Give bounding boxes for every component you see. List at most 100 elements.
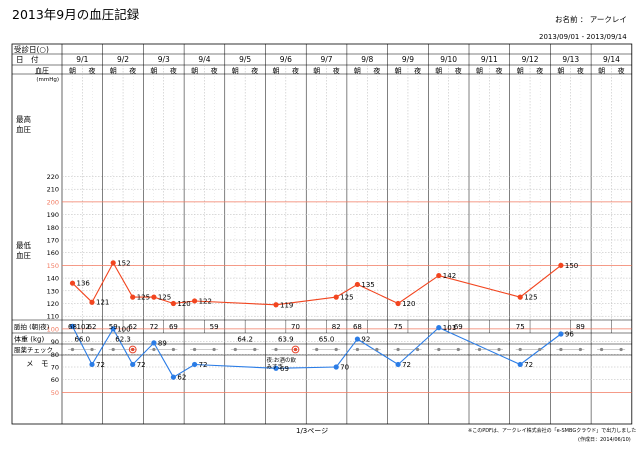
slot-label-night: 夜 <box>577 66 584 75</box>
slot-label-morning: 朝 <box>313 67 320 75</box>
patient-name: お名前 ： アークレイ <box>555 15 627 24</box>
med-dot <box>477 347 482 352</box>
slot-label-night: 夜 <box>211 66 218 75</box>
diastolic-data-label: 72 <box>199 361 208 369</box>
y-tick-label: 60 <box>51 376 59 384</box>
systolic-point <box>395 300 401 307</box>
unit-label: (mmHg) <box>36 77 59 83</box>
pulse-row-label: 脈拍 (朝|夜) <box>14 322 49 331</box>
slot-label-night: 夜 <box>251 66 258 75</box>
slot-label-night: 夜 <box>333 66 340 75</box>
systolic-point <box>110 260 116 266</box>
diastolic-data-label: 101 <box>443 324 456 332</box>
diastolic-point <box>110 326 116 332</box>
footer-created-date: (作成日：2014/06/10) <box>578 437 631 443</box>
date-range: 2013/09/01 - 2013/09/14 <box>539 33 627 41</box>
weight-value: 65.0 <box>319 336 335 344</box>
med-dot <box>538 347 542 352</box>
systolic-data-label: 125 <box>340 294 353 302</box>
date-label: 9/3 <box>158 55 170 64</box>
med-dot <box>619 347 623 352</box>
systolic-point <box>436 272 442 279</box>
slot-label-morning: 朝 <box>354 67 361 75</box>
systolic-label: 最高 <box>16 114 31 124</box>
med-dot <box>559 347 563 352</box>
diastolic-point <box>517 361 523 368</box>
systolic-data-label: 125 <box>158 294 171 302</box>
med-dot <box>355 347 359 352</box>
memo-note: みすぎ <box>267 363 284 371</box>
diastolic-data-label: 69 <box>280 365 289 373</box>
slot-label-morning: 朝 <box>110 67 117 75</box>
med-dot <box>600 347 604 352</box>
systolic-data-label: 125 <box>524 294 537 302</box>
y-tick-label: 200 <box>47 198 59 206</box>
date-label: 9/13 <box>562 55 579 64</box>
diastolic-data-label: 102 <box>77 323 90 331</box>
slot-label-morning: 朝 <box>476 67 483 75</box>
slot-label-morning: 朝 <box>395 67 402 75</box>
slot-label-night: 夜 <box>129 66 136 75</box>
systolic-data-label: 136 <box>77 280 91 288</box>
med-dot <box>233 347 237 352</box>
med-dot <box>70 347 75 352</box>
systolic-data-label: 135 <box>361 281 374 289</box>
y-tick-label: 90 <box>51 338 59 346</box>
y-tick-label: 70 <box>51 364 59 372</box>
systolic-point <box>69 280 76 286</box>
slot-label-night: 夜 <box>618 66 625 75</box>
systolic-point <box>192 298 198 304</box>
diastolic-data-label: 70 <box>340 364 349 372</box>
diastolic-point <box>558 331 564 337</box>
med-dot <box>193 347 197 352</box>
slot-label-night: 夜 <box>170 66 177 75</box>
y-tick-label: 130 <box>47 287 59 295</box>
y-tick-label: 140 <box>47 275 59 283</box>
systolic-point <box>89 299 95 305</box>
med-dot <box>90 347 94 352</box>
footer-note: ※このPDFは、アークレイ株式会社の「e-SMBGクラウド」で出力しました <box>468 428 637 434</box>
date-row-label: 日 付 <box>16 54 39 64</box>
y-tick-label: 160 <box>47 249 59 257</box>
slot-label-morning: 朝 <box>435 67 442 75</box>
med-dot <box>578 347 583 352</box>
diastolic-point <box>436 325 442 331</box>
diastolic-label: 血圧 <box>16 250 31 260</box>
pulse-value: 82 <box>332 323 341 331</box>
date-label: 9/14 <box>603 55 620 64</box>
med-dot <box>375 347 379 352</box>
diastolic-data-label: 72 <box>524 361 533 369</box>
slot-label-night: 夜 <box>414 66 421 75</box>
med-dot <box>396 347 400 352</box>
med-dot <box>497 347 501 352</box>
systolic-point <box>517 294 523 300</box>
systolic-data-label: 125 <box>137 294 150 302</box>
med-dot <box>315 347 319 352</box>
med-dot <box>212 347 216 352</box>
diastolic-label: 最低 <box>16 240 31 250</box>
diastolic-data-label: 72 <box>137 361 146 369</box>
med-dot <box>274 347 278 352</box>
diastolic-data-label: 89 <box>158 339 167 347</box>
visit-row-label: 受診日(○) <box>14 44 49 54</box>
pulse-value: 69 <box>169 323 178 331</box>
slot-label-morning: 朝 <box>598 67 605 75</box>
med-taken-dot <box>131 347 135 352</box>
systolic-data-label: 120 <box>402 300 415 308</box>
weight-row-label: 体重 (kg) <box>14 335 44 344</box>
weight-value: 64.2 <box>237 336 253 344</box>
diastolic-point <box>273 365 279 371</box>
y-tick-label: 120 <box>47 300 59 308</box>
date-label: 9/9 <box>402 55 414 64</box>
systolic-data-label: 120 <box>177 300 190 308</box>
systolic-point <box>151 294 157 300</box>
weight-value: 62.3 <box>115 336 131 344</box>
diastolic-point <box>192 361 198 368</box>
slot-label-morning: 朝 <box>557 67 564 75</box>
y-tick-label: 170 <box>47 237 59 245</box>
table-frame <box>11 43 633 425</box>
med-taken-circle <box>128 345 137 354</box>
med-dot <box>111 347 115 352</box>
systolic-data-label: 152 <box>117 259 130 267</box>
y-tick-label: 110 <box>47 313 59 321</box>
